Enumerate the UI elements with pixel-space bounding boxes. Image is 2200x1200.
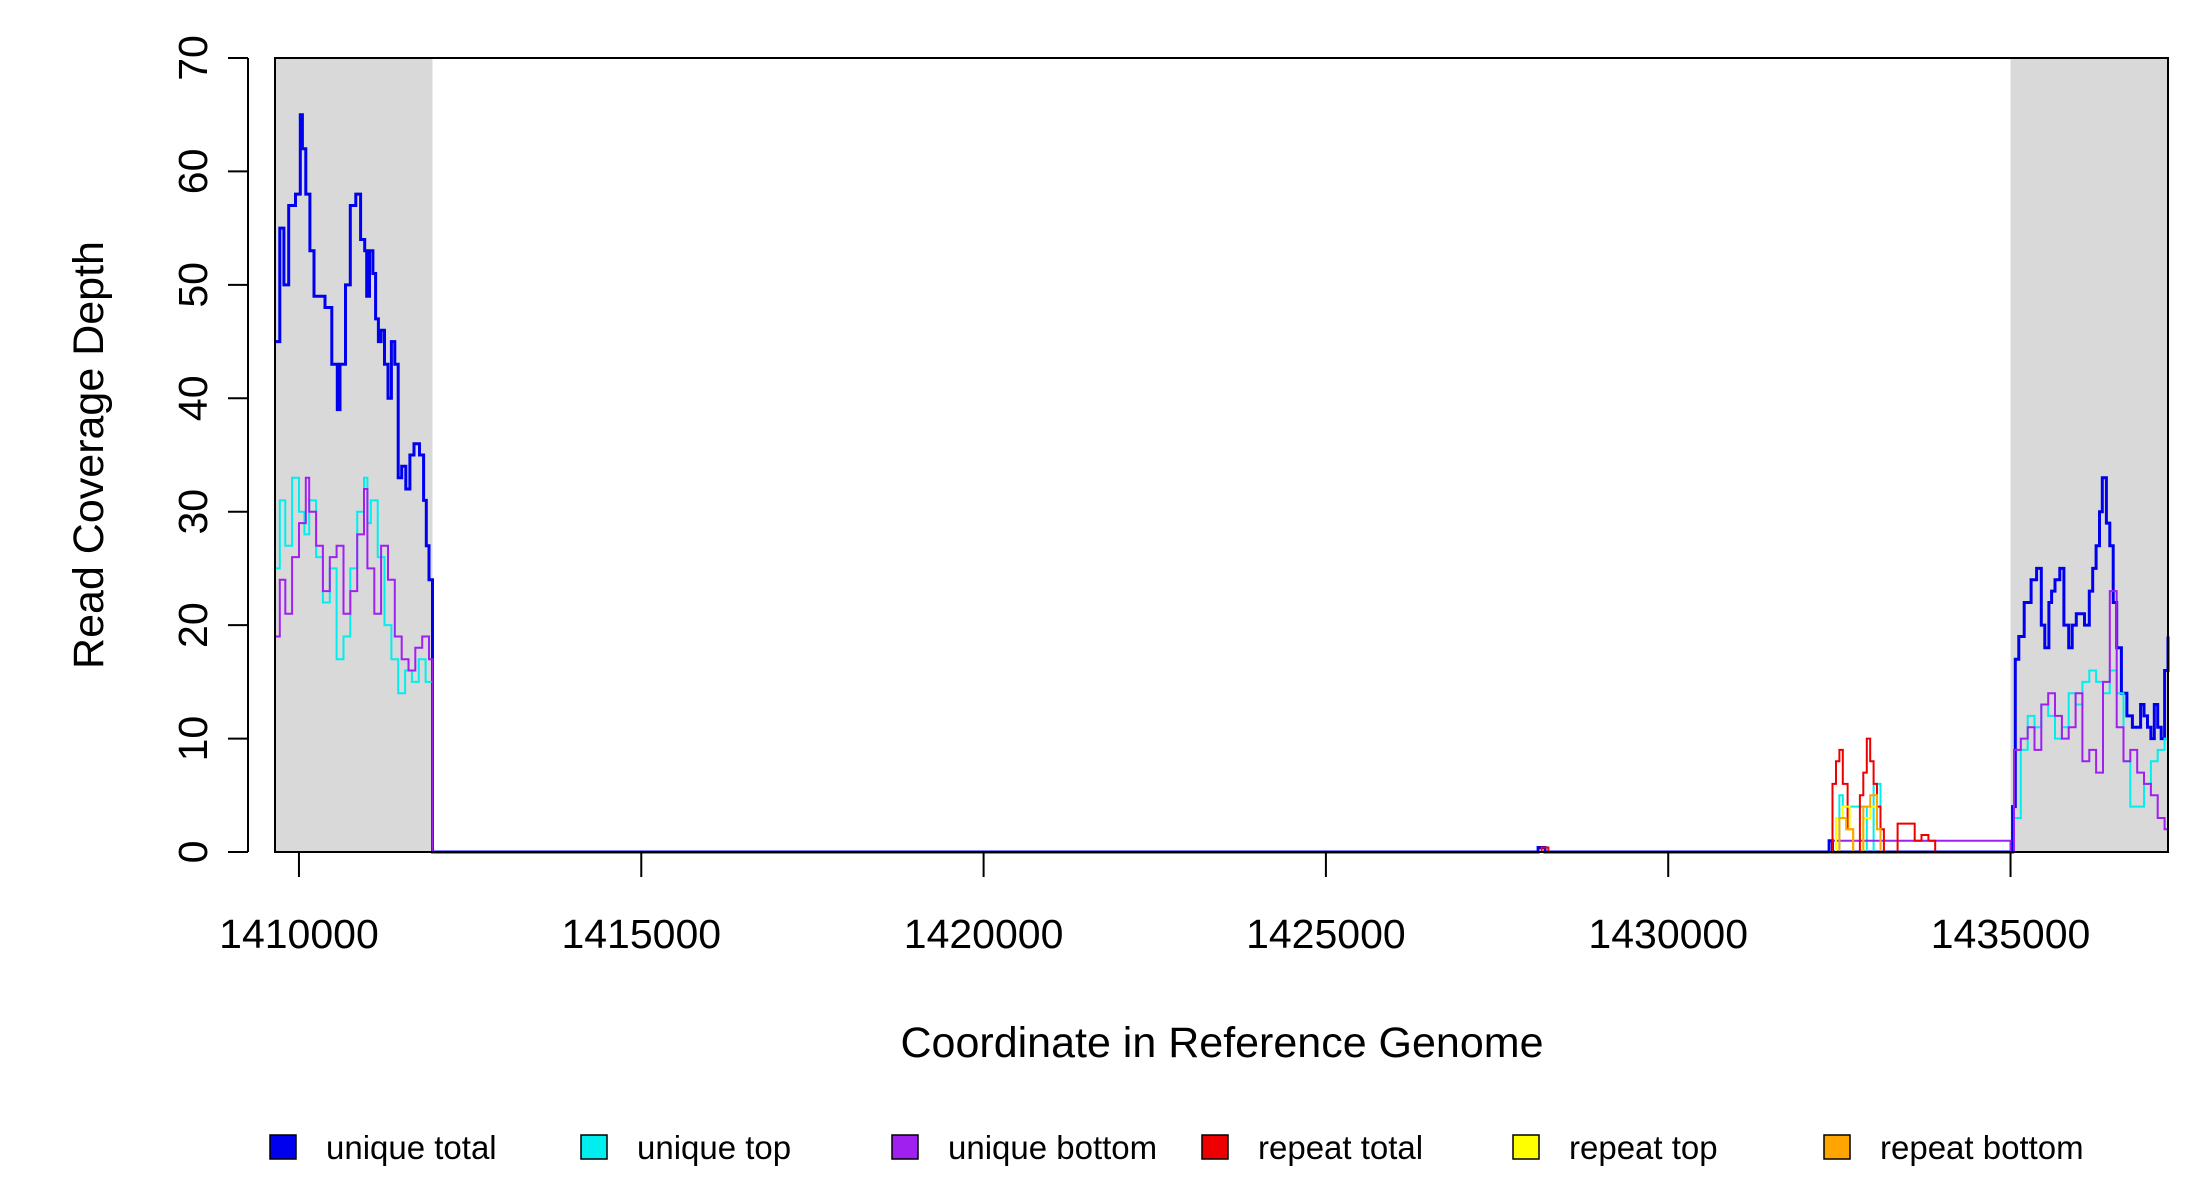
y-tick-label: 40 [170,375,216,421]
x-tick-label: 1430000 [1588,911,1748,957]
series-line-unique-top [275,476,2169,853]
series-line-unique-total [275,113,2170,854]
legend-label-unique-total: unique total [326,1129,497,1166]
legend-label-repeat-total: repeat total [1258,1129,1423,1166]
plot-frame [274,57,2169,853]
x-tick-label: 1415000 [561,911,721,957]
legend-label-unique-bottom: unique bottom [948,1129,1157,1166]
legend-swatch-unique-bottom [891,1134,919,1160]
legend: unique total unique top unique bottom repea… [269,1129,2084,1166]
x-tick-label: 1425000 [1246,911,1406,957]
legend-swatch-repeat-top [1512,1134,1540,1160]
y-axis: 0 10 20 30 40 50 60 70 [170,35,249,864]
y-tick-label: 50 [170,262,216,308]
y-tick-label: 20 [170,602,216,648]
y-tick-label: 60 [170,149,216,195]
y-tick-label: 30 [170,489,216,535]
y-tick-label: 10 [170,716,216,762]
legend-swatch-repeat-total [1201,1134,1229,1160]
y-axis-title: Read Coverage Depth [65,241,113,669]
legend-label-unique-top: unique top [637,1129,791,1166]
legend-swatch-repeat-bottom [1823,1134,1851,1160]
x-tick-label: 1435000 [1931,911,2091,957]
shaded-regions [275,58,2168,852]
x-axis: 1410000 1415000 1420000 1425000 1430000 14350… [219,851,2091,957]
series-line-unique-bottom [275,476,2169,853]
x-tick-label: 1420000 [904,911,1064,957]
series-line-repeat-total [275,737,2168,853]
series-lines [275,113,2170,854]
legend-label-repeat-top: repeat top [1569,1129,1718,1166]
y-tick-label: 70 [170,35,216,81]
legend-swatch-unique-total [269,1134,297,1160]
x-axis-title: Coordinate in Reference Genome [901,1019,1544,1067]
y-tick-label: 0 [170,841,216,864]
legend-label-repeat-bottom: repeat bottom [1880,1129,2084,1166]
x-tick-label: 1410000 [219,911,379,957]
legend-swatch-unique-top [580,1134,608,1160]
